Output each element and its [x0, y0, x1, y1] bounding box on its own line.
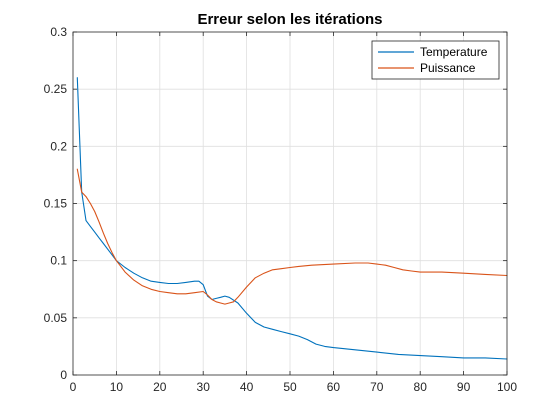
x-tick-label: 10: [110, 380, 124, 394]
y-tick-label: 0.15: [44, 197, 68, 211]
chart-title: Erreur selon les itérations: [197, 11, 382, 28]
y-tick-label: 0.1: [50, 254, 67, 268]
legend-label: Puissance: [420, 61, 476, 75]
x-tick-label: 0: [70, 380, 77, 394]
x-tick-label: 60: [327, 380, 341, 394]
legend-box: [371, 40, 500, 80]
x-tick-label: 90: [457, 380, 471, 394]
x-tick-label: 20: [153, 380, 167, 394]
x-tick-label: 100: [497, 380, 517, 394]
series-layer: [76, 77, 508, 360]
grid-lines: [73, 32, 507, 375]
y-tick-label: 0: [60, 368, 67, 382]
x-tick-label: 70: [370, 380, 384, 394]
y-tick-label: 0.05: [44, 311, 68, 325]
legend-label: Temperature: [420, 45, 488, 59]
x-tick-label: 30: [197, 380, 211, 394]
series-line-temperature: [76, 77, 508, 360]
y-tick-label: 0.3: [50, 25, 67, 39]
axis-ticks: [72, 31, 508, 376]
y-tick-label: 0.2: [50, 139, 67, 153]
x-tick-label: 80: [414, 380, 428, 394]
y-tick-label: 0.25: [44, 82, 68, 96]
axis-tick-labels: 0 10 20 30 40 50 60 70 80 90 100 0 0.05 0.1 0.15 0.2 0.2…: [44, 25, 518, 394]
legend: Temperature Puissance: [371, 40, 500, 80]
x-tick-label: 50: [283, 380, 297, 394]
x-tick-label: 40: [240, 380, 254, 394]
series-line-puissance: [76, 168, 508, 305]
